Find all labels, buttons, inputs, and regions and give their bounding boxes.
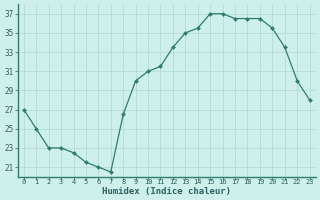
X-axis label: Humidex (Indice chaleur): Humidex (Indice chaleur) [102,187,231,196]
